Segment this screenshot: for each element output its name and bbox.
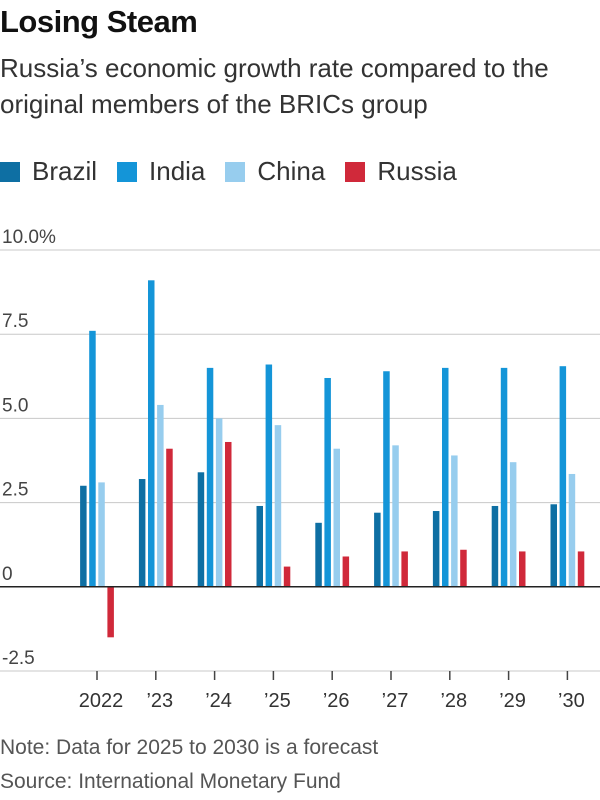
legend-item-russia: Russia xyxy=(345,156,457,187)
legend-label-india: India xyxy=(149,156,206,186)
bar-russia xyxy=(401,551,408,587)
x-tick-label: ’26 xyxy=(323,690,350,712)
bar-india xyxy=(89,330,96,587)
bar-china xyxy=(568,473,576,587)
bar-russia xyxy=(283,566,291,587)
x-tick-label: ’27 xyxy=(382,690,409,712)
chart-title: Losing Steam xyxy=(0,4,198,39)
bar-china xyxy=(274,425,282,587)
legend-label-russia: Russia xyxy=(377,156,457,186)
y-tick-label: 10.0% xyxy=(2,227,56,248)
x-tick-label: 2022 xyxy=(79,690,124,712)
legend-item-india: India xyxy=(117,156,205,187)
legend-label-brazil: Brazil xyxy=(32,156,98,186)
bar-china xyxy=(215,418,223,587)
bar-india xyxy=(559,366,567,587)
legend-swatch-brazil xyxy=(0,161,20,182)
legend-label-china: China xyxy=(257,156,326,186)
bar-russia xyxy=(460,549,467,587)
legend-swatch-india xyxy=(117,161,138,182)
bar-india xyxy=(206,367,214,587)
y-tick-label: 7.5 xyxy=(2,311,28,332)
legend-item-brazil: Brazil xyxy=(0,156,97,187)
bar-russia xyxy=(225,441,232,587)
x-tick-label: ’28 xyxy=(440,690,467,712)
bar-russia xyxy=(519,551,526,587)
legend: Brazil India China Russia xyxy=(0,156,477,187)
bar-chart: -2.5 0 2.5 5.0 7.5 10.0% 2022 ’23 ’24 ’25 ’26 ’27 ’2… xyxy=(0,227,600,712)
bar-china xyxy=(157,404,164,587)
bar-brazil xyxy=(80,485,87,587)
chart-subtitle: Russia’s economic growth rate compared t… xyxy=(0,53,549,119)
bar-brazil xyxy=(432,511,440,587)
x-tick-label: ’25 xyxy=(264,690,291,712)
legend-swatch-russia xyxy=(345,161,366,182)
bar-india xyxy=(265,364,273,587)
x-tick-label: ’30 xyxy=(558,690,585,712)
bar-brazil xyxy=(197,472,205,587)
legend-swatch-china xyxy=(225,161,246,182)
bar-india xyxy=(148,280,155,587)
bar-china xyxy=(451,455,458,587)
bar-brazil xyxy=(256,505,263,587)
bar-russia xyxy=(166,448,173,587)
bar-china xyxy=(98,482,105,587)
x-tick-label: ’29 xyxy=(499,690,526,712)
source-text: Source: International Monetary Fund xyxy=(0,770,341,793)
note-text: Note: Data for 2025 to 2030 is a forecas… xyxy=(0,736,379,759)
y-tick-label: 5.0 xyxy=(2,395,28,416)
bar-brazil xyxy=(374,512,381,587)
bar-russia xyxy=(342,556,350,587)
bar-india xyxy=(324,377,331,587)
bar-brazil xyxy=(550,504,557,587)
bar-india xyxy=(442,367,449,587)
bar-brazil xyxy=(138,479,146,587)
y-tick-label: 2.5 xyxy=(2,480,28,501)
bar-russia xyxy=(107,586,114,638)
bar-india xyxy=(383,371,390,587)
legend-item-china: China xyxy=(225,156,325,187)
x-tick-label: ’23 xyxy=(146,690,173,712)
bar-brazil xyxy=(491,505,499,587)
y-tick-label: 0 xyxy=(2,564,13,585)
bar-russia xyxy=(577,551,585,587)
bar-india xyxy=(500,367,508,587)
x-tick-label: ’24 xyxy=(205,690,232,712)
y-tick-label: -2.5 xyxy=(2,648,35,669)
bar-brazil xyxy=(315,522,322,587)
bar-china xyxy=(509,462,517,587)
bar-china xyxy=(333,448,340,587)
bar-china xyxy=(392,445,399,587)
